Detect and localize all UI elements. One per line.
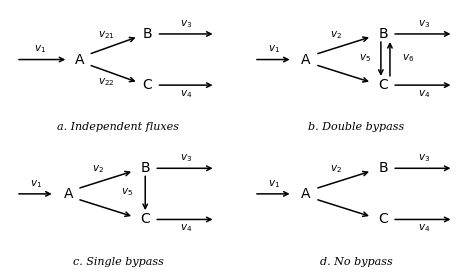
Text: A: A [75, 52, 84, 67]
Text: A: A [64, 187, 73, 201]
Text: $v_{6}$: $v_{6}$ [402, 52, 414, 64]
Text: $v_{21}$: $v_{21}$ [98, 29, 115, 41]
Text: B: B [140, 161, 150, 175]
Text: $v_{1}$: $v_{1}$ [34, 44, 46, 55]
Text: $v_{2}$: $v_{2}$ [91, 164, 104, 175]
Text: $v_{4}$: $v_{4}$ [418, 88, 430, 100]
Text: C: C [143, 78, 152, 92]
Text: a. Independent fluxes: a. Independent fluxes [57, 122, 179, 132]
Text: $v_{3}$: $v_{3}$ [418, 152, 430, 164]
Text: C: C [140, 212, 150, 227]
Text: B: B [378, 27, 388, 41]
Text: $v_{4}$: $v_{4}$ [180, 88, 192, 100]
Text: c. Single bypass: c. Single bypass [73, 257, 164, 267]
Text: $v_{5}$: $v_{5}$ [121, 187, 133, 198]
Text: $v_{2}$: $v_{2}$ [329, 164, 342, 175]
Text: C: C [378, 78, 388, 92]
Text: $v_{1}$: $v_{1}$ [268, 178, 281, 189]
Text: $v_{4}$: $v_{4}$ [418, 223, 430, 234]
Text: B: B [378, 161, 388, 175]
Text: $v_{3}$: $v_{3}$ [180, 152, 192, 164]
Text: B: B [143, 27, 152, 41]
Text: $v_{3}$: $v_{3}$ [418, 18, 430, 30]
Text: $v_{22}$: $v_{22}$ [99, 77, 115, 88]
Text: $v_{1}$: $v_{1}$ [30, 178, 43, 189]
Text: b. Double bypass: b. Double bypass [308, 122, 404, 132]
Text: $v_{3}$: $v_{3}$ [180, 18, 192, 30]
Text: $v_{2}$: $v_{2}$ [329, 29, 342, 41]
Text: C: C [378, 212, 388, 227]
Text: A: A [301, 187, 311, 201]
Text: A: A [301, 52, 311, 67]
Text: $v_{1}$: $v_{1}$ [268, 44, 281, 55]
Text: $v_{5}$: $v_{5}$ [359, 52, 371, 64]
Text: d. No bypass: d. No bypass [319, 257, 392, 267]
Text: $v_{4}$: $v_{4}$ [180, 223, 192, 234]
